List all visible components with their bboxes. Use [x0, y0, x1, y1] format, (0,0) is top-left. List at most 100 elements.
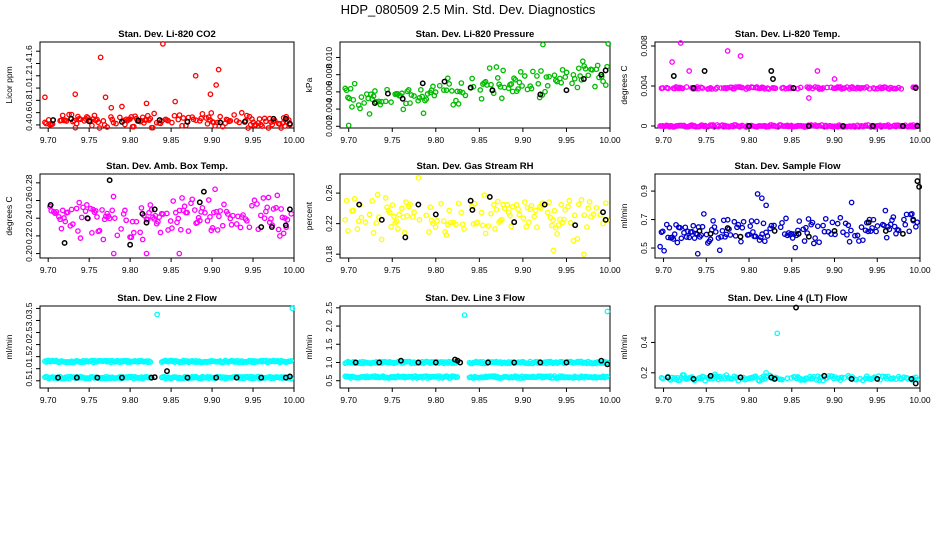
plot-6-point [711, 224, 718, 230]
plot-2-point [478, 95, 485, 102]
plot-9-point [715, 376, 722, 383]
plot-2-point [423, 96, 430, 103]
plot-5-point [480, 222, 486, 229]
plot-1-point [113, 120, 119, 127]
plot-4-point [254, 201, 260, 207]
plot-3-xtick-label: 9.90 [826, 135, 843, 145]
plot-6-point [767, 225, 773, 232]
plot-1-highlight-point [135, 117, 142, 124]
plot-5-point [373, 220, 380, 226]
plot-6-point [710, 217, 716, 224]
plot-3-highlight-point [701, 68, 708, 74]
plot-6-point [852, 232, 858, 239]
plot-6-point [661, 247, 667, 254]
plot-5-point [438, 200, 444, 207]
plot-6-point [759, 195, 765, 202]
plot-5-point [399, 205, 405, 212]
plot-6-highlight-point [737, 233, 744, 240]
plot-6-highlight-point [916, 183, 923, 190]
plot-4-point [209, 225, 216, 231]
plot-9-highlight-point [771, 375, 778, 382]
plot-5-point [432, 224, 439, 230]
plot-5-highlight-point [469, 206, 476, 213]
plot-5-point [366, 211, 373, 218]
plot-6-point [701, 211, 707, 217]
plot-7-highlight-point [148, 374, 155, 381]
plot-2-point [377, 101, 384, 108]
plot-5-point [578, 196, 585, 203]
plot-5-point [544, 209, 551, 216]
plot-6-highlight-point [771, 227, 778, 234]
plot-2-point [574, 84, 581, 91]
plot-6-point [683, 234, 690, 240]
plot-4-highlight-point [143, 219, 150, 226]
plot-1-highlight-point [241, 118, 248, 125]
plot-5-point [504, 202, 511, 208]
plot-5-point [528, 202, 535, 209]
plot-9-highlight-point [821, 372, 828, 379]
plot-4-highlight-point [282, 222, 289, 229]
plot-8-xtick-label: 9.80 [428, 395, 445, 405]
plot-5-point [459, 221, 466, 228]
plot-5-point [409, 214, 416, 220]
plot-3-ytick-label: 0 [639, 123, 649, 128]
plot-3-xtick-label: 9.85 [784, 135, 801, 145]
plot-2-point [512, 76, 519, 83]
plot-2-point [486, 65, 493, 71]
plot-2-point [542, 88, 548, 95]
plot-6-point [690, 222, 697, 229]
plot-9-point [659, 375, 666, 382]
plot-1-point [108, 104, 115, 111]
plot-3-point [814, 68, 821, 74]
plot-5-point [531, 213, 538, 220]
plot-5-point [508, 223, 515, 230]
plot-3-highlight-point [690, 85, 697, 91]
plot-5-point [461, 226, 467, 232]
plot-3-point [861, 84, 868, 91]
plot-2-point [569, 80, 575, 87]
plot-6-ylabel: ml/min [619, 203, 629, 228]
plot-2-point [382, 98, 389, 105]
plot-5-point [388, 224, 394, 230]
plot-4-point [110, 193, 117, 200]
plot-4-point [273, 204, 279, 211]
plot-8-xtick-label: 9.75 [384, 395, 401, 405]
plot-9-frame [654, 305, 921, 389]
plot-3-point [797, 84, 804, 91]
plot-4-point [89, 229, 95, 236]
plot-9-point [774, 330, 781, 337]
plot-5-point [521, 199, 528, 205]
plot-5-point [455, 200, 462, 207]
plot-5-point [478, 209, 485, 216]
plot-6-ytick-label: 0.9 [639, 185, 649, 197]
plot-3-highlight-point [770, 76, 776, 82]
plot-2-point [517, 69, 524, 75]
plot-7-ytick-label: 1.5 [24, 350, 34, 362]
plot-4-point [148, 206, 155, 213]
plot-2-point [430, 83, 436, 90]
plot-7-ytick-label: 0.5 [24, 375, 34, 387]
plot-2-point [592, 83, 598, 90]
plot-5-point [427, 204, 434, 211]
plot-9-xtick-label: 9.70 [655, 395, 672, 405]
plot-4-point [143, 250, 150, 257]
plot-6-point [882, 207, 889, 214]
plot-1-point [160, 40, 166, 47]
plot-5-point [523, 223, 529, 230]
plot-4-point [207, 214, 213, 220]
plot-5-point [430, 220, 436, 227]
plot-4-point [118, 226, 124, 232]
plot-4-point [195, 214, 202, 221]
plot-2-point [544, 82, 551, 89]
plot-4-point [257, 212, 264, 219]
plot-4-point [147, 202, 154, 208]
plot-6-highlight-point [724, 225, 731, 232]
plot-5-point [428, 217, 435, 224]
plot-4-highlight-point [268, 224, 275, 231]
plot-1-title: Stan. Dev. Li-820 CO2 [118, 29, 216, 40]
plot-5-point [586, 198, 593, 205]
plot-2-ytick-label: 0.006 [324, 81, 334, 103]
plot-4-point [133, 218, 140, 225]
plot-3-point [806, 95, 812, 101]
plot-6-point [783, 215, 789, 222]
